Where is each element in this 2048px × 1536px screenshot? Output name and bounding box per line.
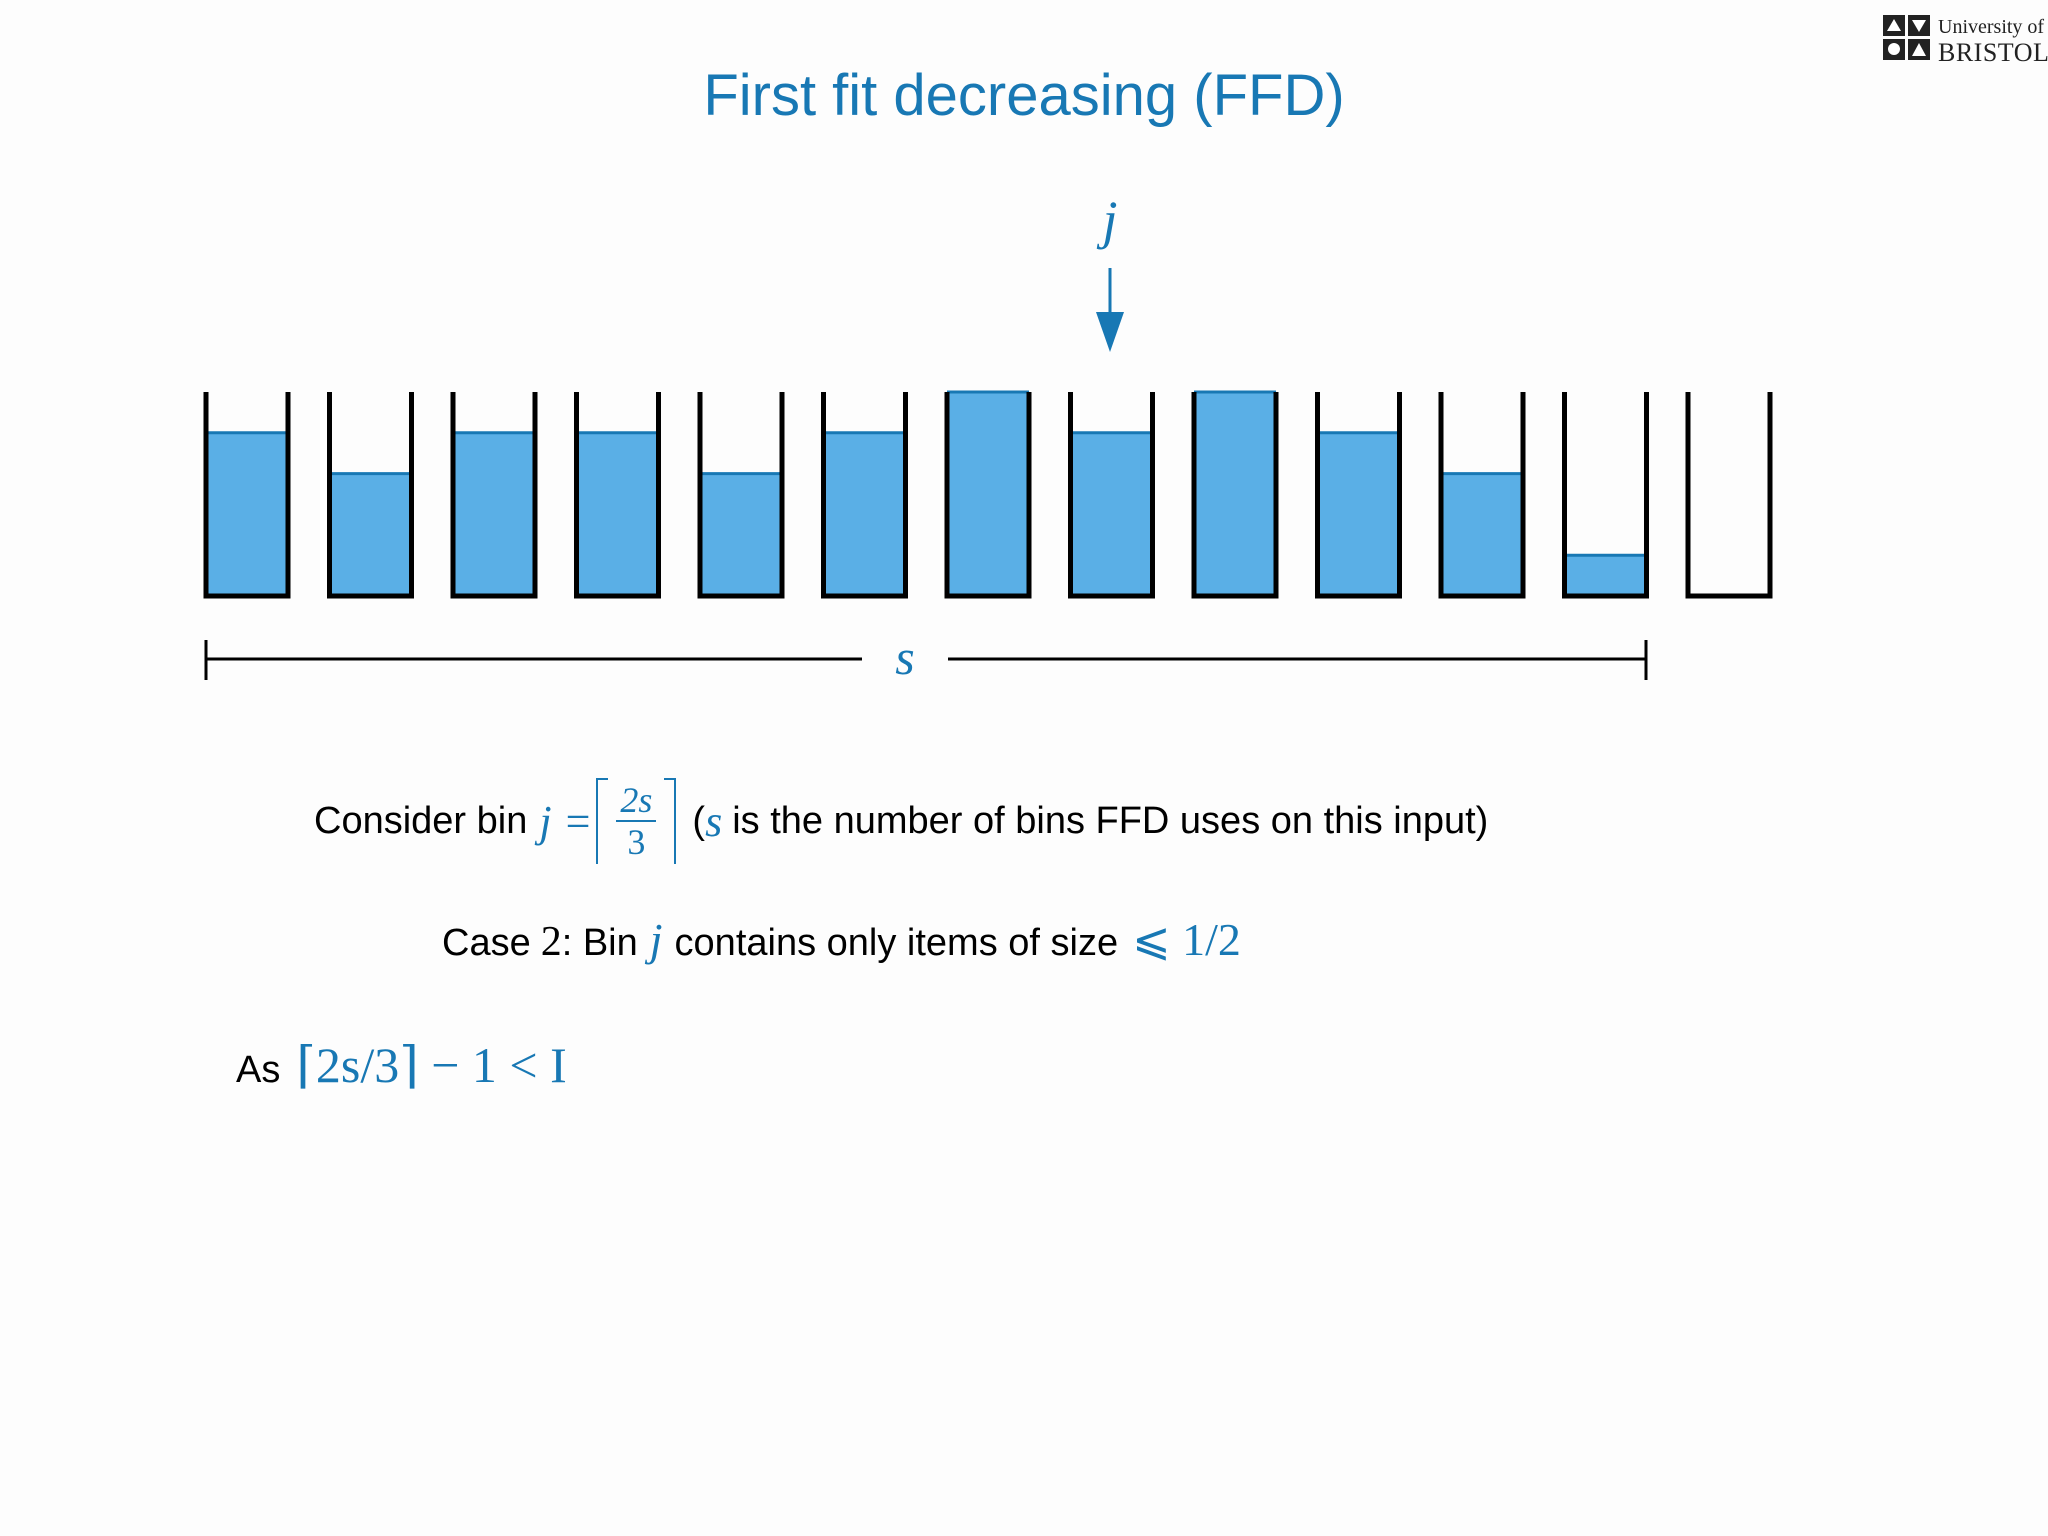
ceil-right-bracket xyxy=(664,778,677,864)
bin-12 xyxy=(1562,392,1649,599)
case-lead: Case xyxy=(442,922,531,964)
fraction-numerator: 2s xyxy=(620,780,653,820)
var-j: j xyxy=(539,796,552,846)
bin-9 xyxy=(1191,390,1279,599)
bin-fill xyxy=(947,392,1029,596)
as-expression: ⌈2s/3⌉ − 1 < I xyxy=(296,1037,567,1093)
paren-open: ( xyxy=(692,799,706,842)
bin-outline xyxy=(1685,392,1773,599)
bin-outline xyxy=(944,392,1032,599)
as-line: As ⌈2s/3⌉ − 1 < I xyxy=(236,1036,567,1094)
bin-outline xyxy=(574,392,661,599)
fraction-denominator: 3 xyxy=(627,822,646,862)
bin-outline xyxy=(1562,392,1649,599)
bin-outline xyxy=(1438,392,1526,599)
fraction-2s-over-3: 2s 3 xyxy=(616,780,657,862)
bin-fill xyxy=(329,473,412,596)
consider-bin-lead: Consider bin xyxy=(314,799,528,842)
bin-3 xyxy=(450,392,538,599)
bin-7 xyxy=(944,390,1032,599)
bin-13 xyxy=(1685,392,1773,599)
case-2-line: Case 2 : Bin j contains only items of si… xyxy=(442,912,1241,966)
bin-fill xyxy=(453,432,535,596)
bin-outline xyxy=(1068,392,1155,599)
pointer-label-j: j xyxy=(1096,190,1117,250)
pointer-arrow xyxy=(1096,268,1124,352)
equals-sign: = xyxy=(565,796,591,846)
bin-fill xyxy=(1317,432,1400,596)
logo-text-line1: University of xyxy=(1938,16,2045,38)
consider-bin-line: Consider bin j = 2s 3 ( s is the number … xyxy=(314,776,1488,866)
span-indicator: s xyxy=(204,629,1648,685)
var-s: s xyxy=(705,796,723,846)
bin-11 xyxy=(1438,392,1526,599)
bin-fill xyxy=(823,432,906,596)
consider-bin-tail: is the number of bins FFD uses on this i… xyxy=(732,799,1489,842)
bin-outline xyxy=(697,392,785,599)
bin-fill xyxy=(576,432,659,596)
bin-outline xyxy=(1191,392,1279,599)
case-mid: : Bin xyxy=(561,922,638,964)
crest-icon xyxy=(1883,15,1930,60)
case-var-j: j xyxy=(649,914,663,965)
bin-1 xyxy=(203,392,291,599)
logo-text-line2: BRISTOL xyxy=(1938,38,2048,67)
case-number: 2 xyxy=(540,919,562,965)
bin-outline xyxy=(450,392,538,599)
ceil-left-bracket xyxy=(596,778,609,864)
bin-fill xyxy=(1070,432,1153,596)
span-label-s: s xyxy=(895,629,914,685)
bin-fill xyxy=(206,432,288,596)
bin-fill xyxy=(1194,392,1276,596)
bin-6 xyxy=(821,392,908,599)
bin-4 xyxy=(574,392,661,599)
bin-fill xyxy=(1441,473,1523,596)
bin-packing-diagram: j s xyxy=(203,190,1773,685)
university-logo: University of BRISTOL xyxy=(1882,12,2048,67)
bin-outline xyxy=(821,392,908,599)
size-relation: ⩽ 1/2 xyxy=(1132,914,1241,965)
bin-outline xyxy=(1315,392,1402,599)
bin-outline xyxy=(203,392,291,599)
bin-2 xyxy=(327,392,414,599)
as-lead: As xyxy=(236,1049,281,1091)
bins-group xyxy=(203,390,1773,599)
bin-fill xyxy=(700,473,782,596)
bin-outline xyxy=(327,392,414,599)
bin-5 xyxy=(697,392,785,599)
slide-title: First fit decreasing (FFD) xyxy=(703,63,1345,128)
case-tail: contains only items of size xyxy=(674,922,1119,964)
bin-8 xyxy=(1068,392,1155,599)
bin-fill xyxy=(1564,555,1647,596)
bin-10 xyxy=(1315,392,1402,599)
